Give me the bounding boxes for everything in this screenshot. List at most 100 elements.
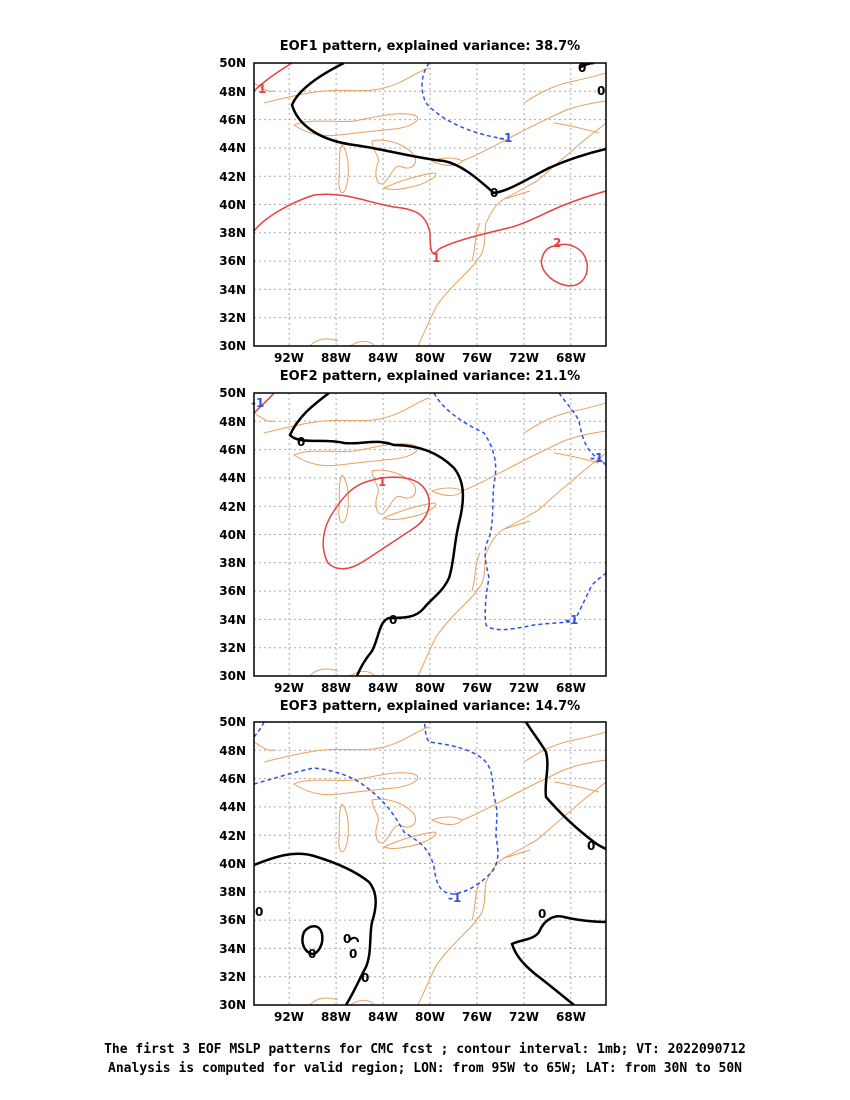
tick-label: 72W [509,1010,539,1024]
contour-zero [290,63,606,195]
tick-label: 92W [274,1010,304,1024]
contour-label: 0 [587,839,595,853]
panel-title: EOF3 pattern, explained variance: 14.7% [280,699,580,714]
contour-label: -1 [565,613,578,627]
tick-label: 30N [219,339,246,353]
contour-label: 1 [432,251,440,265]
tick-label: 68W [556,681,586,695]
contour-plus-one [254,190,606,254]
tick-label: 38N [219,226,246,240]
tick-label: 88W [321,681,351,695]
tick-label: 38N [219,885,246,899]
lat-axis: 50N 48N 46N 44N 42N 40N 38N 36N 34N 32N … [219,715,246,1012]
tick-label: 80W [415,681,445,695]
map-area [254,63,606,346]
contour-label: 0 [538,907,546,921]
tick-label: 68W [556,1010,586,1024]
tick-label: 46N [219,113,246,127]
contour-label: 1 [378,475,386,489]
tick-label: 50N [219,386,246,400]
tick-label: 72W [509,351,539,365]
contour-minus-one [433,393,606,631]
lon-axis: 92W 88W 84W 80W 76W 72W 68W [274,681,586,695]
tick-label: 48N [219,744,246,758]
tick-label: 38N [219,556,246,570]
tick-label: 84W [368,1010,398,1024]
tick-label: 34N [219,283,246,297]
tick-label: 40N [219,528,246,542]
tick-label: 48N [219,85,246,99]
lon-axis: 92W 88W 84W 80W 76W 72W 68W [274,1010,586,1024]
tick-label: 34N [219,613,246,627]
tick-label: 42N [219,500,246,514]
contour-label: -1 [448,891,461,905]
contour-plus-two [540,243,588,287]
tick-label: 76W [462,1010,492,1024]
tick-label: 44N [219,471,246,485]
panel-eof3: EOF3 pattern, explained variance: 14.7% … [219,699,607,1024]
contour-zero [254,852,377,1005]
contour-label: -1 [251,396,264,410]
tick-label: 36N [219,254,246,268]
map-area [254,393,606,676]
tick-label: 32N [219,311,246,325]
tick-label: 50N [219,56,246,70]
tick-label: 42N [219,170,246,184]
panel-eof2: EOF2 pattern, explained variance: 21.1% … [219,369,607,695]
tick-label: 32N [219,970,246,984]
contour-label: 0 [361,971,369,985]
tick-label: 44N [219,800,246,814]
contour-label: 0 [597,84,605,98]
contour-minus-one [421,63,505,140]
tick-label: 36N [219,913,246,927]
tick-label: 76W [462,351,492,365]
panel-title: EOF2 pattern, explained variance: 21.1% [280,369,580,384]
tick-label: 84W [368,351,398,365]
contour-label: -1 [499,131,512,145]
tick-label: 32N [219,641,246,655]
map-frame [253,721,607,1006]
map-frame [253,392,607,677]
contour-label: 0 [578,61,586,75]
contour-label: 1 [258,82,266,96]
tick-label: 36N [219,584,246,598]
tick-label: 46N [219,443,246,457]
contour-label: 0 [349,947,357,961]
tick-label: 80W [415,1010,445,1024]
contour-label: 0 [389,613,397,627]
tick-label: 80W [415,351,445,365]
map-area [254,722,606,1005]
tick-label: 48N [219,415,246,429]
tick-label: 50N [219,715,246,729]
tick-label: 92W [274,351,304,365]
tick-label: 88W [321,351,351,365]
contour-label: 0 [308,947,316,961]
tick-label: 88W [321,1010,351,1024]
tick-label: 42N [219,829,246,843]
tick-label: 30N [219,998,246,1012]
contour-label: 0 [255,905,263,919]
lon-axis: 92W 88W 84W 80W 76W 72W 68W [274,351,586,365]
tick-label: 44N [219,141,246,155]
panel-eof1: EOF1 pattern, explained variance: 38.7% … [219,39,607,365]
contour-label: 2 [553,236,561,250]
tick-label: 76W [462,681,492,695]
contour-plus-one [322,476,430,570]
tick-label: 46N [219,772,246,786]
tick-label: 72W [509,681,539,695]
contour-label: 0 [343,932,351,946]
contour-label: -1 [590,451,603,465]
contour-label: 0 [297,435,305,449]
tick-label: 68W [556,351,586,365]
caption-line-2: Analysis is computed for valid region; L… [108,1061,742,1076]
lat-axis: 50N 48N 46N 44N 42N 40N 38N 36N 34N 32N … [219,56,246,353]
map-frame [253,62,607,347]
tick-label: 30N [219,669,246,683]
tick-label: 84W [368,681,398,695]
contour-minus-one [254,722,499,895]
lat-axis: 50N 48N 46N 44N 42N 40N 38N 36N 34N 32N … [219,386,246,683]
tick-label: 40N [219,198,246,212]
tick-label: 34N [219,942,246,956]
caption-line-1: The first 3 EOF MSLP patterns for CMC fc… [104,1042,746,1057]
